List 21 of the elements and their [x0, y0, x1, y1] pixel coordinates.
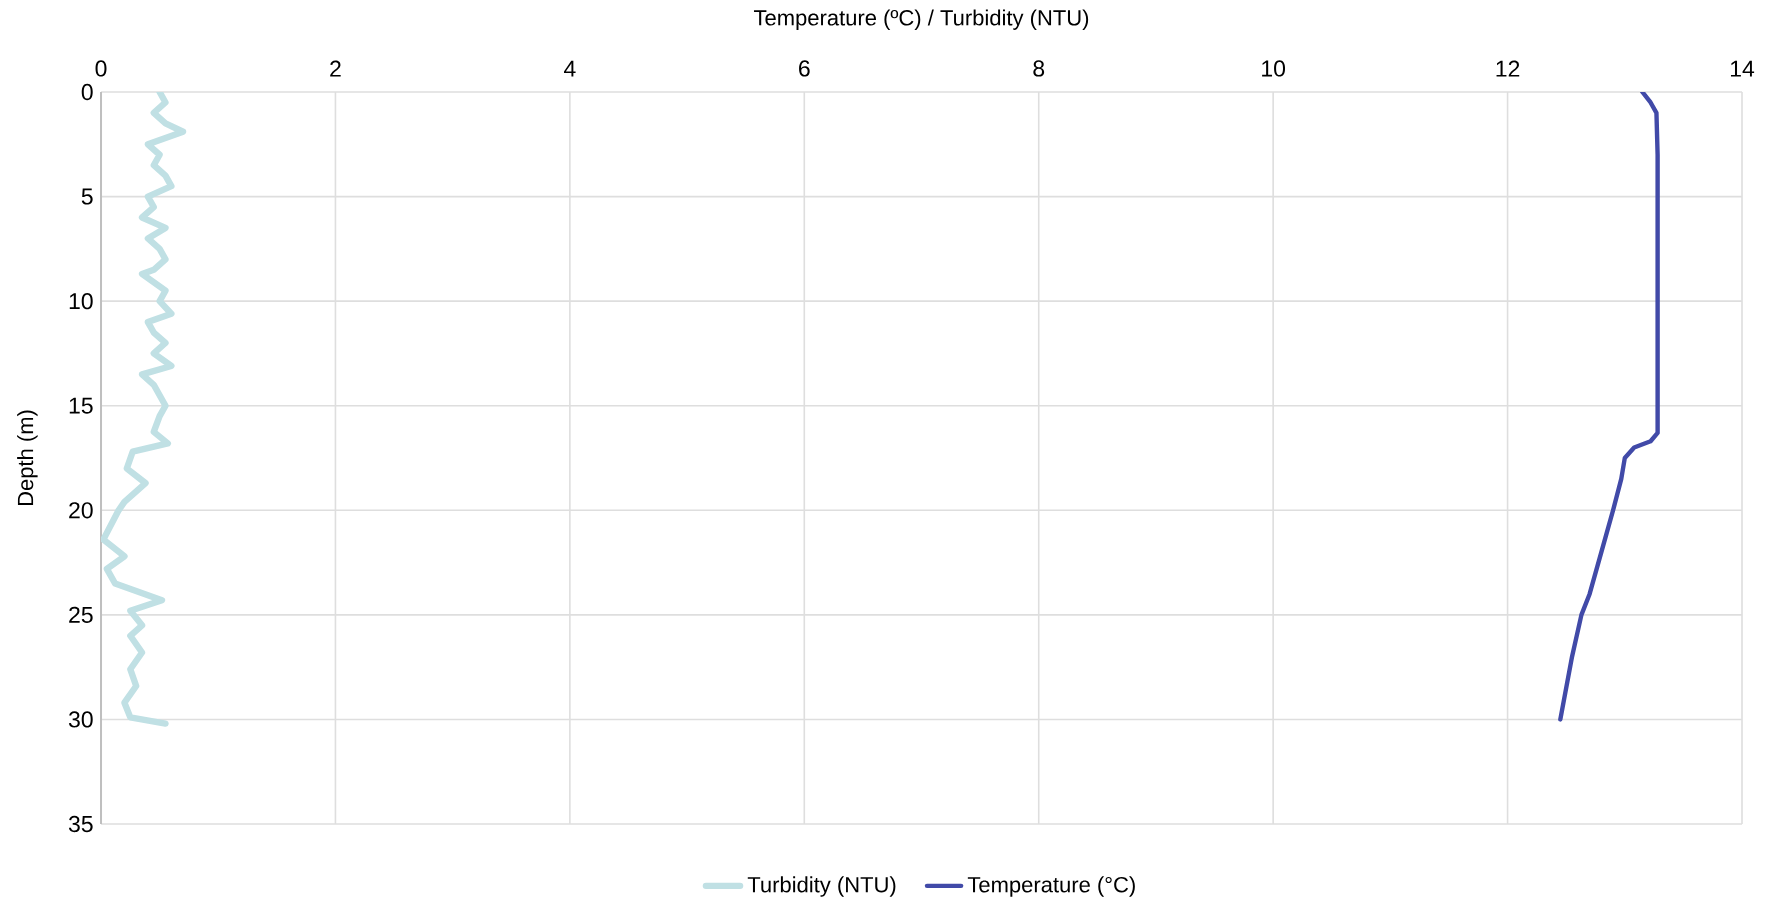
x-tick-label: 12 [1496, 60, 1520, 77]
y-tick-label: 20 [69, 502, 93, 519]
x-tick-label: 10 [1262, 60, 1286, 77]
line-series [1558, 92, 1660, 722]
x-tick-label: 2 [330, 60, 341, 77]
legend-label: Turbidity (NTU) [747, 876, 896, 897]
y-tick-label: 15 [69, 397, 93, 414]
y-tick-label: 0 [81, 83, 93, 101]
y-tick-label: 35 [68, 815, 93, 833]
y-tick-label: 25 [69, 606, 93, 623]
x-tick-label: 14 [1730, 60, 1755, 77]
y-axis-title: Depth (m) [17, 410, 38, 506]
legend-label: Temperature (°C) [967, 876, 1135, 897]
x-tick-label: 8 [1033, 60, 1045, 77]
x-tick-label: 4 [564, 60, 576, 77]
y-tick-label: 5 [81, 188, 93, 205]
x-axis-title: Temperature (ºC) / Turbidity (NTU) [753, 9, 1089, 30]
y-tick-label: 10 [69, 293, 93, 310]
y-tick-label: 30 [68, 711, 93, 728]
x-tick-label: 6 [799, 60, 810, 77]
x-tick-label: 0 [95, 60, 107, 77]
